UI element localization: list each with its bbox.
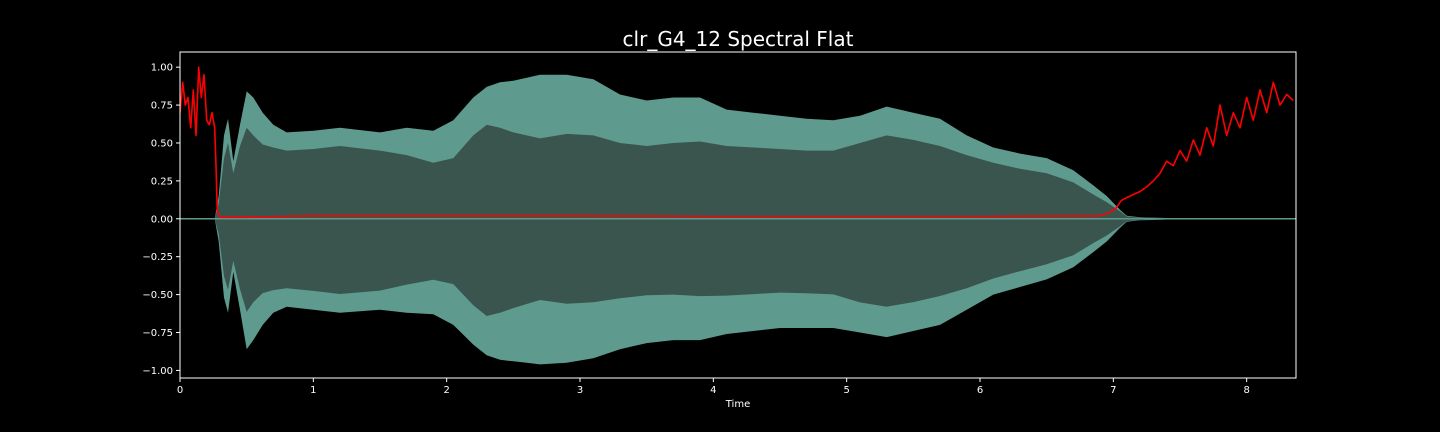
y-tick-label: −0.50	[142, 290, 173, 301]
chart-title: clr_G4_12 Spectral Flat	[623, 27, 854, 51]
waveform-body	[180, 124, 1296, 316]
x-tick-label: 3	[577, 385, 583, 396]
y-tick-label: 1.00	[151, 63, 173, 74]
spectral-flatness-line	[180, 66, 1294, 219]
y-axis: 1.00 0.75 0.50 0.25 0.00 −0.25 −0.50 −0.75 −1.00	[142, 63, 180, 377]
y-tick-label: 0.00	[151, 214, 173, 225]
x-axis-label: Time	[725, 399, 750, 410]
x-axis: 0 1 2 3 4 5 6 7 8	[177, 378, 1250, 396]
x-tick-label: 8	[1243, 385, 1249, 396]
y-tick-label: −1.00	[142, 366, 173, 377]
y-tick-label: 0.75	[151, 101, 173, 112]
y-tick-label: −0.25	[142, 252, 173, 263]
x-tick-label: 0	[177, 385, 183, 396]
y-tick-label: −0.75	[142, 328, 173, 339]
x-tick-label: 1	[310, 385, 316, 396]
x-tick-label: 6	[977, 385, 983, 396]
plot-frame	[179, 51, 1297, 379]
x-tick-label: 7	[1110, 385, 1116, 396]
y-tick-label: 0.50	[151, 138, 173, 149]
x-tick-label: 2	[443, 385, 449, 396]
series-layer	[180, 66, 1296, 365]
y-tick-label: 0.25	[151, 176, 173, 187]
x-tick-label: 5	[843, 385, 849, 396]
x-tick-label: 4	[710, 385, 716, 396]
